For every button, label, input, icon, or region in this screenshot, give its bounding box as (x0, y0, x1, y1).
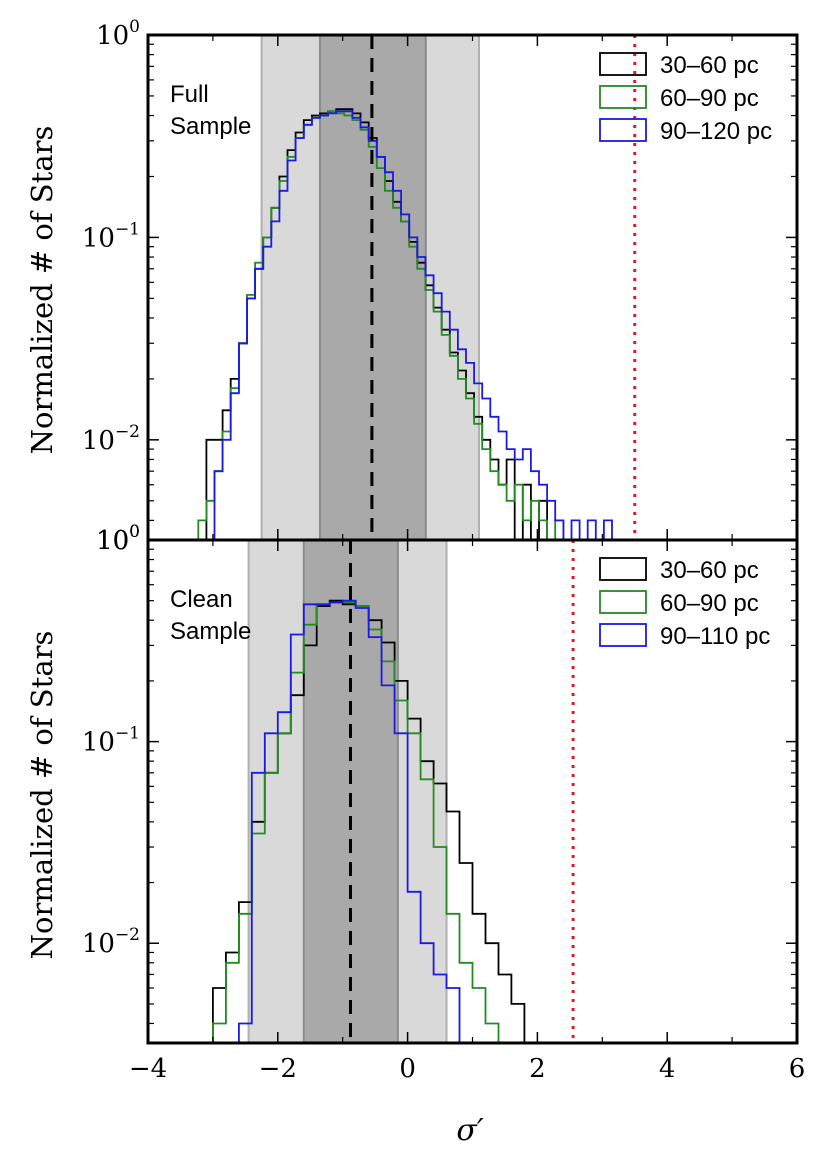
y-tick-label: 10−1 (82, 724, 140, 758)
y-tick-label: 100 (96, 522, 140, 556)
panel-label: Clean (170, 586, 233, 613)
legend-swatch (599, 52, 647, 76)
panel-label: Sample (170, 618, 251, 645)
x-tick-label: 6 (789, 1054, 806, 1084)
y-tick-label: 100 (96, 522, 140, 556)
y-tick-label: 10−1 (82, 219, 140, 253)
legend-swatch (599, 118, 647, 142)
legend-label: 90–120 pc (660, 118, 772, 145)
histogram-90-110-pc (225, 599, 461, 1043)
panel-full-sample: 100 10−1 10−2 100 Full Sample 30–60 pc 60–90 pc… (82, 17, 799, 556)
plot-area (197, 35, 637, 540)
y-axis-label-top: Normalized # of Stars (25, 126, 59, 455)
legend-label: 30–60 pc (660, 52, 759, 79)
panel-label: Full (170, 81, 209, 108)
x-tick-label: 0 (399, 1054, 416, 1084)
legend-swatch (599, 623, 647, 647)
legend-label: 90–110 pc (660, 623, 770, 650)
plot-area (199, 540, 575, 1043)
x-tick-label: 4 (659, 1054, 676, 1084)
panel-label: Sample (170, 113, 251, 140)
legend-swatch (599, 557, 647, 581)
y-axis-label-bottom: Normalized # of Stars (25, 631, 59, 960)
histogram-90-120-pc (213, 110, 613, 540)
x-tick-label: 2 (529, 1054, 546, 1084)
panel-clean-sample: −4 −2 0 2 4 6 100 10−1 10−2 Clean Sample 30–60 pc 60… (82, 522, 806, 1084)
legend-label: 60–90 pc (660, 85, 759, 112)
legend-label: 30–60 pc (660, 557, 759, 584)
y-tick-label: 100 (96, 17, 140, 51)
legend-label: 60–90 pc (660, 590, 759, 617)
y-tick-label: 10−2 (82, 422, 140, 456)
legend-swatch (599, 590, 647, 614)
legend-swatch (599, 85, 647, 109)
x-tick-label: −4 (129, 1054, 167, 1084)
y-tick-label: 10−2 (82, 925, 140, 959)
x-axis-label: σ′ (456, 1113, 483, 1148)
x-tick-label: −2 (259, 1054, 297, 1084)
